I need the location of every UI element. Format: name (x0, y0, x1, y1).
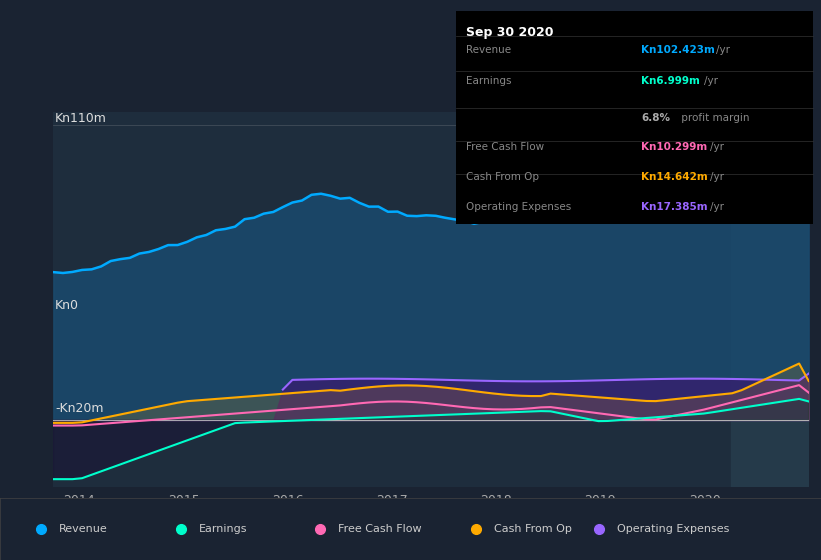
Text: Kn110m: Kn110m (55, 112, 107, 125)
Text: 2020: 2020 (689, 494, 720, 507)
Text: -Kn20m: -Kn20m (55, 402, 103, 415)
Text: Earnings: Earnings (466, 76, 511, 86)
Text: Free Cash Flow: Free Cash Flow (338, 524, 422, 534)
Text: Operating Expenses: Operating Expenses (617, 524, 730, 534)
Text: Kn10.299m: Kn10.299m (641, 142, 708, 152)
Text: Free Cash Flow: Free Cash Flow (466, 142, 544, 152)
Text: 2018: 2018 (480, 494, 512, 507)
Text: Kn102.423m: Kn102.423m (641, 44, 715, 54)
Text: Kn0: Kn0 (55, 298, 79, 312)
Text: Sep 30 2020: Sep 30 2020 (466, 26, 554, 39)
Text: Operating Expenses: Operating Expenses (466, 202, 571, 212)
Text: 2016: 2016 (272, 494, 304, 507)
Text: 2015: 2015 (167, 494, 200, 507)
Bar (731, 112, 809, 487)
Text: Kn14.642m: Kn14.642m (641, 172, 709, 182)
Text: Cash From Op: Cash From Op (466, 172, 539, 182)
Text: 2019: 2019 (585, 494, 616, 507)
Text: Cash From Op: Cash From Op (494, 524, 572, 534)
Text: /yr: /yr (717, 44, 731, 54)
Text: Earnings: Earnings (199, 524, 247, 534)
Text: Kn17.385m: Kn17.385m (641, 202, 708, 212)
Text: 6.8%: 6.8% (641, 113, 671, 123)
Text: 2014: 2014 (63, 494, 95, 507)
Text: /yr: /yr (710, 202, 724, 212)
Text: /yr: /yr (710, 172, 724, 182)
Text: /yr: /yr (704, 76, 718, 86)
Text: Revenue: Revenue (466, 44, 511, 54)
Text: profit margin: profit margin (678, 113, 750, 123)
Text: 2017: 2017 (376, 494, 408, 507)
Text: /yr: /yr (710, 142, 724, 152)
Text: Kn6.999m: Kn6.999m (641, 76, 700, 86)
Text: Revenue: Revenue (59, 524, 108, 534)
